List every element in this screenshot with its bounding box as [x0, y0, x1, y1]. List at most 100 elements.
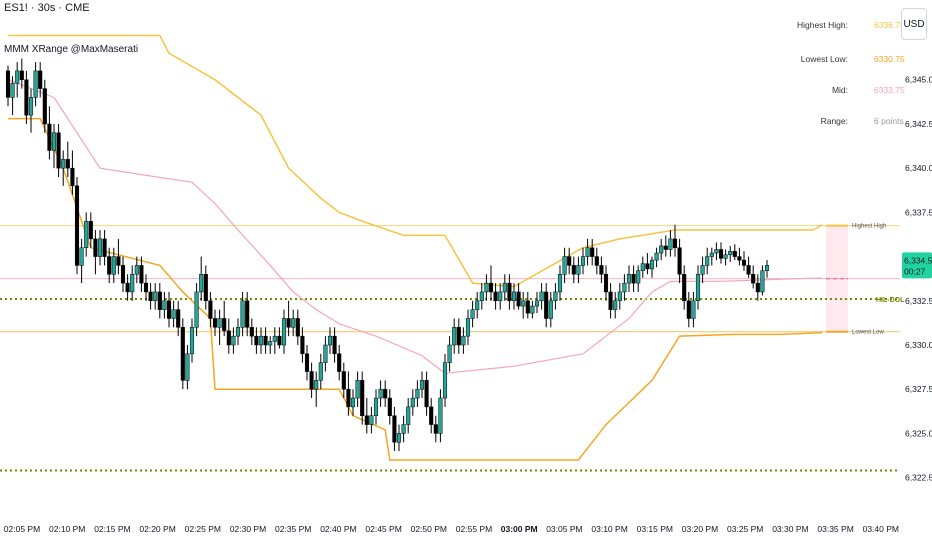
candle — [682, 265, 687, 310]
candle-body — [70, 167, 75, 187]
x-tick-label: 03:05 PM — [546, 524, 582, 534]
candle-body — [631, 274, 636, 284]
x-tick-label: 03:15 PM — [637, 524, 673, 534]
rolling-mid-line — [7, 79, 823, 374]
candle-body — [120, 265, 126, 284]
stat-value: 6330.75 — [874, 54, 905, 64]
candle — [125, 274, 130, 301]
candle — [737, 247, 742, 266]
x-tick-label: 02:10 PM — [49, 524, 85, 534]
candle — [672, 224, 678, 257]
candle-body — [291, 318, 296, 328]
candle — [148, 283, 153, 310]
candle-body — [272, 335, 277, 342]
candle-body — [332, 335, 337, 355]
y-tick-label: 6,332.50 — [905, 296, 932, 306]
candle-body — [530, 305, 535, 314]
candle-body — [672, 238, 678, 248]
candle — [668, 230, 673, 257]
candle — [157, 283, 162, 319]
candle — [553, 283, 558, 310]
candle — [24, 70, 29, 124]
candle-body — [102, 238, 107, 257]
candle-body — [562, 256, 567, 275]
candle — [695, 265, 701, 310]
candle-body — [626, 274, 632, 284]
x-tick-label: 03:10 PM — [591, 524, 627, 534]
candle-body — [580, 256, 586, 266]
candle-body — [479, 291, 484, 302]
highest-high-label: Highest High — [852, 224, 886, 230]
candle — [258, 327, 264, 354]
candle — [475, 291, 480, 319]
candle — [544, 283, 549, 328]
candle — [442, 353, 448, 407]
candle-body — [84, 220, 89, 248]
candle — [378, 380, 383, 407]
candle-body — [107, 256, 112, 275]
candle-body — [718, 249, 724, 259]
candle-body — [208, 300, 213, 319]
candle-body — [5, 70, 11, 98]
current-price-value: 6,334.50 — [904, 255, 932, 265]
candle — [502, 274, 507, 301]
candle-body — [143, 282, 149, 293]
candle-body — [645, 263, 650, 270]
x-tick-label: 03:40 PM — [863, 524, 899, 534]
candle-body — [217, 318, 222, 328]
candle — [507, 274, 512, 310]
candle-body — [47, 123, 52, 151]
candle — [291, 309, 296, 337]
candle-body — [442, 362, 448, 399]
candle — [636, 265, 641, 292]
candle-body — [567, 256, 572, 266]
candle-body — [751, 274, 756, 284]
candle-body — [590, 247, 595, 257]
candle-body — [355, 380, 360, 399]
candle — [424, 371, 429, 416]
candle — [525, 291, 530, 319]
candle-body — [654, 252, 659, 261]
candle-body — [185, 353, 190, 381]
currency-button[interactable]: USD — [901, 8, 927, 40]
candle-body — [166, 300, 172, 319]
candle — [272, 327, 277, 354]
candle — [249, 318, 254, 345]
candle-body — [162, 300, 167, 310]
candle — [387, 389, 392, 425]
candle-body — [203, 274, 208, 302]
candle-body — [194, 291, 199, 328]
candle-body — [176, 309, 181, 328]
stat-label: Mid: — [831, 85, 848, 95]
candle — [162, 291, 167, 319]
candle — [484, 274, 489, 301]
stat-value: 6336.75 — [874, 20, 905, 30]
candle — [709, 247, 714, 266]
current-price-badge — [902, 252, 932, 279]
candle-body — [714, 249, 719, 254]
candle — [603, 265, 609, 301]
y-tick-label: 6,327.50 — [905, 384, 932, 394]
candle — [498, 283, 503, 310]
candle — [74, 177, 80, 275]
candle — [171, 300, 176, 328]
candle-body — [617, 291, 622, 302]
indicator-title: MMM XRange @MaxMaserati — [4, 44, 139, 55]
candle-body — [139, 265, 144, 284]
candle-body — [470, 309, 475, 319]
candle — [599, 256, 604, 284]
candle-body — [488, 282, 494, 293]
candle-body — [663, 245, 668, 250]
candle-body — [392, 415, 397, 443]
candle — [28, 88, 34, 133]
candle-body — [406, 406, 411, 425]
candle-body — [525, 300, 530, 314]
candle — [139, 256, 144, 292]
candle-body — [636, 270, 641, 284]
candle-body — [51, 132, 57, 151]
candle-body — [314, 380, 319, 390]
candle-body — [585, 247, 590, 257]
candle — [373, 389, 379, 425]
candle — [97, 230, 103, 266]
